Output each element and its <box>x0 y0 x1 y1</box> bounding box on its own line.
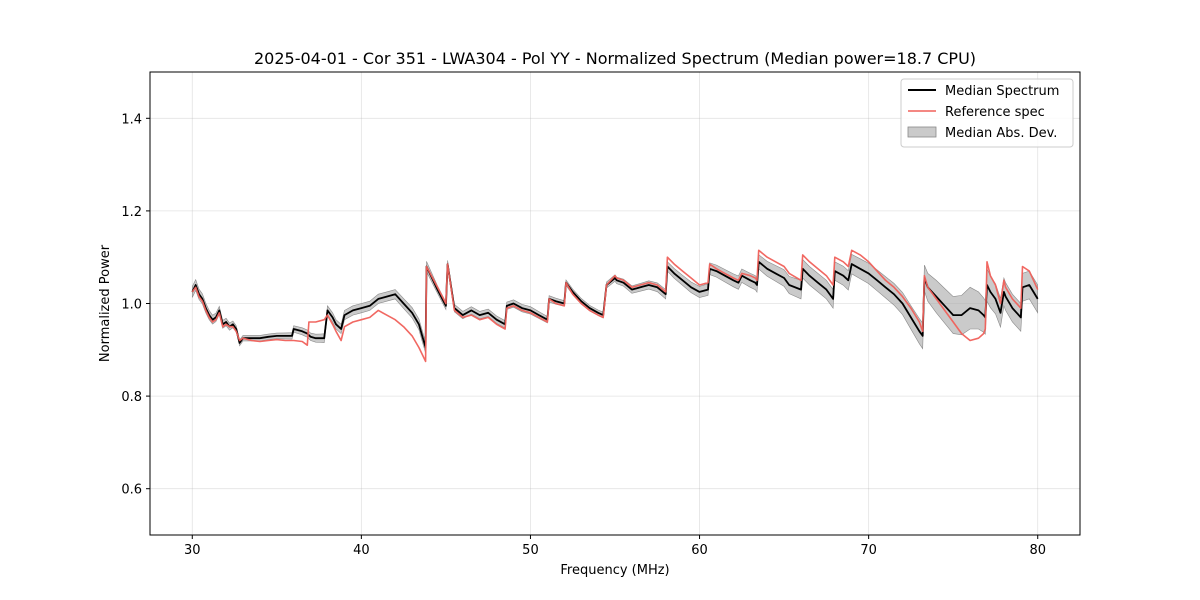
x-tick-label: 60 <box>691 543 708 558</box>
y-tick-label: 0.8 <box>121 390 142 405</box>
x-tick-label: 30 <box>184 543 201 558</box>
median-spectrum-line <box>191 260 1039 349</box>
legend-mad-swatch <box>907 126 937 138</box>
x-axis-ticks: 30 40 50 60 70 80 <box>184 535 1046 558</box>
y-tick-label: 1.2 <box>121 205 142 220</box>
legend-reference-label: Reference spec <box>945 105 1045 120</box>
legend: Median Spectrum Reference spec Median Ab… <box>900 78 1074 148</box>
y-axis-label: Normalized Power <box>98 244 113 362</box>
legend-box <box>900 78 1074 148</box>
chart-title: 2025-04-01 - Cor 351 - LWA304 - Pol YY -… <box>254 49 976 68</box>
legend-median-label: Median Spectrum <box>945 84 1059 99</box>
y-tick-label: 1.0 <box>121 298 142 313</box>
y-tick-label: 1.4 <box>121 112 142 127</box>
legend-mad-label: Median Abs. Dev. <box>945 126 1057 141</box>
reference-spectrum-line <box>191 249 1039 363</box>
y-tick-label: 0.6 <box>121 483 142 498</box>
x-tick-label: 80 <box>1029 543 1046 558</box>
x-tick-label: 40 <box>353 543 370 558</box>
x-tick-label: 50 <box>522 543 539 558</box>
y-axis-ticks: 0.6 0.8 1.0 1.2 1.4 <box>121 112 150 498</box>
x-tick-label: 70 <box>860 543 877 558</box>
x-axis-label: Frequency (MHz) <box>560 563 669 578</box>
series-lines <box>191 249 1039 363</box>
